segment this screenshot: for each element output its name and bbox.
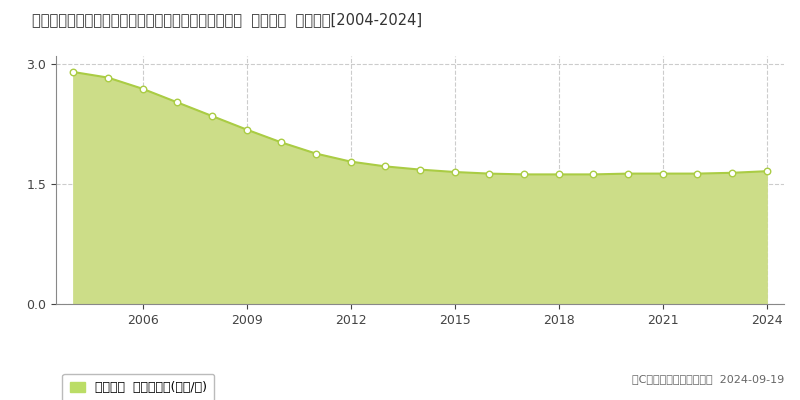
Point [518,171,530,178]
Point [240,126,253,133]
Point [483,170,496,177]
Text: 熊本県球磨郡錦町大字一武字狩政下２６０５番１３外  基準地価  地価推移[2004-2024]: 熊本県球磨郡錦町大字一武字狩政下２６０５番１３外 基準地価 地価推移[2004-… [32,12,422,27]
Point [275,139,288,146]
Point [102,74,114,81]
Point [691,170,704,177]
Point [136,86,149,92]
Point [171,99,184,106]
Text: （C）土地価格ドットコム  2024-09-19: （C）土地価格ドットコム 2024-09-19 [632,374,784,384]
Point [552,171,565,178]
Legend: 基準地価  平均坪単価(万円/坪): 基準地価 平均坪単価(万円/坪) [62,374,214,400]
Point [67,69,80,75]
Point [656,170,669,177]
Point [622,170,634,177]
Point [414,166,426,173]
Point [448,169,461,175]
Point [760,168,773,174]
Point [206,113,218,119]
Point [379,163,392,170]
Point [310,150,322,157]
Point [587,171,600,178]
Point [344,158,357,165]
Point [726,170,738,176]
